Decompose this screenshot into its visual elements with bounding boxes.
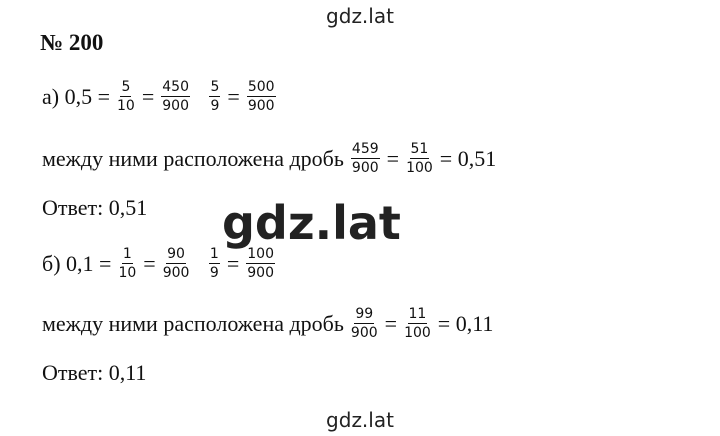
numerator: 1 [208, 246, 220, 264]
watermark: gdz.lat [326, 408, 394, 432]
numerator: 459 [350, 141, 380, 159]
fraction: 1 10 [118, 245, 136, 282]
text: = 0,11 [437, 310, 494, 336]
numerator: 90 [166, 246, 186, 264]
text-line: Ответ: 0,11 [40, 360, 148, 386]
fraction: 100 900 [246, 245, 275, 282]
fraction: 51 100 [406, 140, 433, 177]
denominator: 900 [350, 325, 378, 341]
numerator: 450 [161, 79, 190, 97]
text: = [227, 83, 240, 109]
text: б) 0,1 = [42, 250, 112, 276]
text: = [384, 310, 398, 336]
watermark: gdz.lat [326, 4, 394, 28]
denominator: 9 [210, 98, 220, 114]
text-line: Ответ: 0,51 [40, 195, 149, 221]
fraction: 450 900 [161, 78, 190, 115]
denominator: 900 [247, 265, 274, 281]
text [196, 251, 202, 277]
fraction: 11 100 [404, 305, 431, 342]
fraction: 500 900 [246, 78, 276, 115]
text: = [226, 250, 240, 276]
denominator: 900 [162, 98, 189, 114]
denominator: 100 [404, 325, 431, 341]
fraction: 5 10 [117, 78, 135, 115]
denominator: 10 [117, 98, 135, 114]
heading: № 200 [40, 30, 104, 55]
text-line: а) 0,5 = 5 10 = 450 900 5 9 = 500 900 [40, 78, 281, 115]
denominator: 10 [118, 265, 137, 281]
numerator: 11 [407, 306, 428, 324]
denominator: 900 [247, 98, 275, 114]
text-line: между ними расположена дробь 459 900 = 51 100… [40, 140, 498, 177]
text: = [143, 250, 156, 276]
denominator: 100 [406, 160, 433, 176]
text: = [141, 83, 155, 109]
numerator: 51 [409, 141, 430, 159]
numerator: 500 [246, 79, 276, 97]
text-line: б) 0,1 = 1 10 = 90 900 1 9 = 100 900 [40, 245, 280, 282]
text-line: между ними расположена дробь 99 900 = 11 100 =… [40, 305, 495, 342]
text [197, 84, 203, 110]
denominator: 900 [162, 265, 190, 281]
denominator: 900 [351, 160, 379, 176]
text: = [386, 145, 400, 171]
text: между ними расположена дробь [42, 145, 344, 171]
text: Ответ: 0,51 [42, 195, 148, 220]
numerator: 1 [121, 246, 133, 264]
text: = 0,51 [439, 145, 497, 171]
numerator: 99 [354, 306, 375, 324]
numerator: 100 [246, 246, 275, 264]
fraction: 90 900 [163, 245, 190, 282]
text: между ними расположена дробь [42, 310, 344, 336]
text: а) 0,5 = [42, 83, 110, 109]
numerator: 5 [120, 79, 132, 97]
numerator: 5 [209, 79, 221, 97]
text: Ответ: 0,11 [42, 360, 147, 385]
denominator: 9 [209, 265, 219, 281]
fraction: 99 900 [351, 305, 378, 342]
watermark: gdz.lat [222, 196, 401, 250]
fraction: 459 900 [350, 140, 380, 177]
